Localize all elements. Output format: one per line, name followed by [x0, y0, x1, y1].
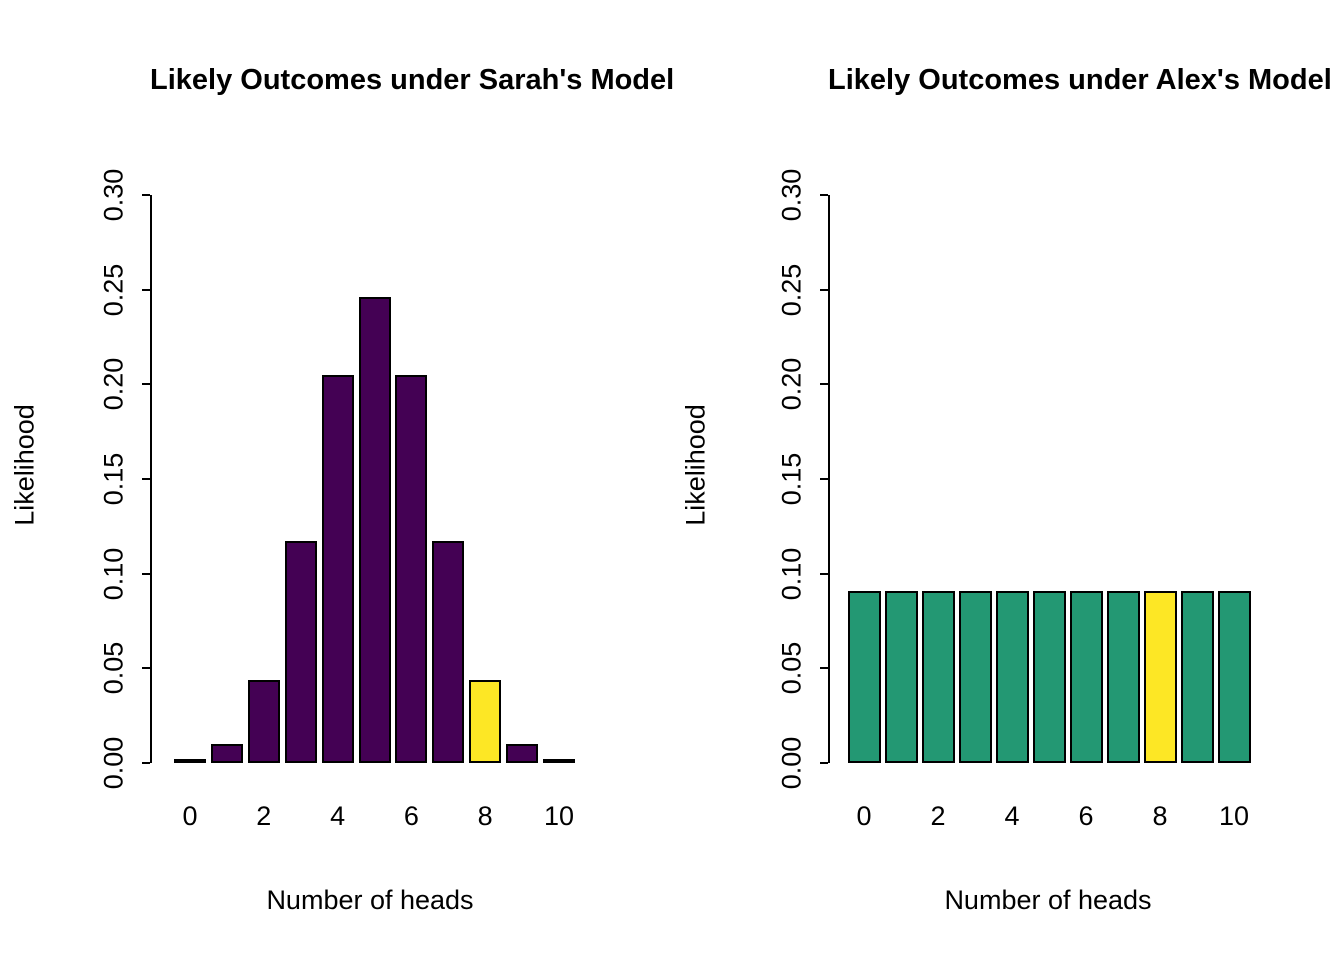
plot-area-sarah: 0.00 0.05 0.10 0.15 0.20 0.25 0.30 0 2 4 6 8 10 [99, 169, 592, 831]
chart-title-sarah: Likely Outcomes under Sarah's Model [150, 64, 675, 96]
bar [358, 297, 391, 763]
bar [506, 744, 539, 763]
bar-highlighted [469, 680, 502, 763]
x-axis-label-alex: Number of heads [944, 885, 1152, 915]
y-tick-mark [142, 572, 150, 575]
y-axis-label-alex: Likelihood [680, 404, 711, 526]
x-tick-label: 8 [1152, 801, 1168, 831]
y-tick-label: 0.00 [776, 736, 807, 790]
x-tick-label: 2 [930, 801, 946, 831]
bar [284, 541, 317, 763]
x-tick-label: 6 [403, 801, 419, 831]
bar [995, 591, 1029, 763]
x-tick-label: 6 [1078, 801, 1094, 831]
y-tick-label: 0.15 [776, 452, 807, 506]
bar [1180, 591, 1214, 763]
y-tick-mark [142, 194, 150, 196]
y-tick-label: 0.30 [98, 168, 129, 222]
y-tick-mark [820, 383, 828, 386]
y-tick-label: 0.25 [776, 263, 807, 316]
x-tick-label: 0 [856, 801, 872, 831]
x-tick-label: 4 [330, 801, 346, 831]
x-tick-label: 2 [256, 801, 272, 831]
bar-highlighted [1143, 591, 1177, 763]
y-tick-mark [142, 383, 150, 386]
y-tick-mark [820, 572, 828, 575]
y-tick-mark [820, 288, 828, 291]
bar [432, 541, 465, 763]
y-tick-label: 0.10 [776, 547, 807, 600]
y-tick-mark [142, 478, 150, 480]
bar [847, 591, 881, 763]
y-tick-mark [820, 194, 828, 196]
bar [958, 591, 992, 763]
y-tick-label: 0.20 [98, 358, 129, 411]
y-tick-label: 0.25 [98, 263, 129, 316]
y-tick-label: 0.20 [776, 358, 807, 411]
alex-model-panel: Likely Outcomes under Alex's Model Likel… [672, 0, 1344, 960]
x-tick-label: 0 [182, 801, 198, 831]
x-axis-label-sarah: Number of heads [266, 885, 474, 915]
plot-area-alex: 0.00 0.05 0.10 0.15 0.20 0.25 0.30 0 2 4 6 8 10 [777, 169, 1270, 831]
y-tick-label: 0.10 [98, 547, 129, 600]
y-tick-mark [142, 288, 150, 291]
chart-title-alex: Likely Outcomes under Alex's Model [828, 64, 1332, 96]
y-axis-label-sarah: Likelihood [9, 404, 40, 526]
y-tick-label: 0.05 [98, 642, 129, 695]
bar [395, 375, 428, 763]
bar [884, 591, 918, 763]
x-tick-label: 8 [477, 801, 493, 831]
y-tick-label: 0.30 [776, 168, 807, 222]
y-tick-label: 0.15 [98, 452, 129, 506]
x-tick-label: 4 [1004, 801, 1020, 831]
x-tick-label: 10 [543, 801, 575, 831]
y-tick-label: 0.00 [98, 736, 129, 790]
y-tick-mark [820, 667, 828, 670]
bar [921, 591, 955, 763]
bar [321, 375, 354, 763]
bar [543, 759, 575, 763]
x-tick-label: 10 [1218, 801, 1250, 831]
bar [174, 759, 206, 763]
bar [1106, 591, 1140, 763]
y-tick-mark [142, 667, 150, 670]
y-tick-mark [142, 762, 150, 764]
y-tick-label: 0.05 [776, 642, 807, 695]
bar [1032, 591, 1066, 763]
bar [1217, 591, 1251, 763]
bar [1069, 591, 1103, 763]
sarah-model-panel: Likely Outcomes under Sarah's Model Like… [9, 64, 675, 915]
y-tick-mark [820, 478, 828, 480]
bar [210, 744, 243, 763]
y-tick-mark [820, 762, 828, 764]
bar [247, 680, 280, 763]
